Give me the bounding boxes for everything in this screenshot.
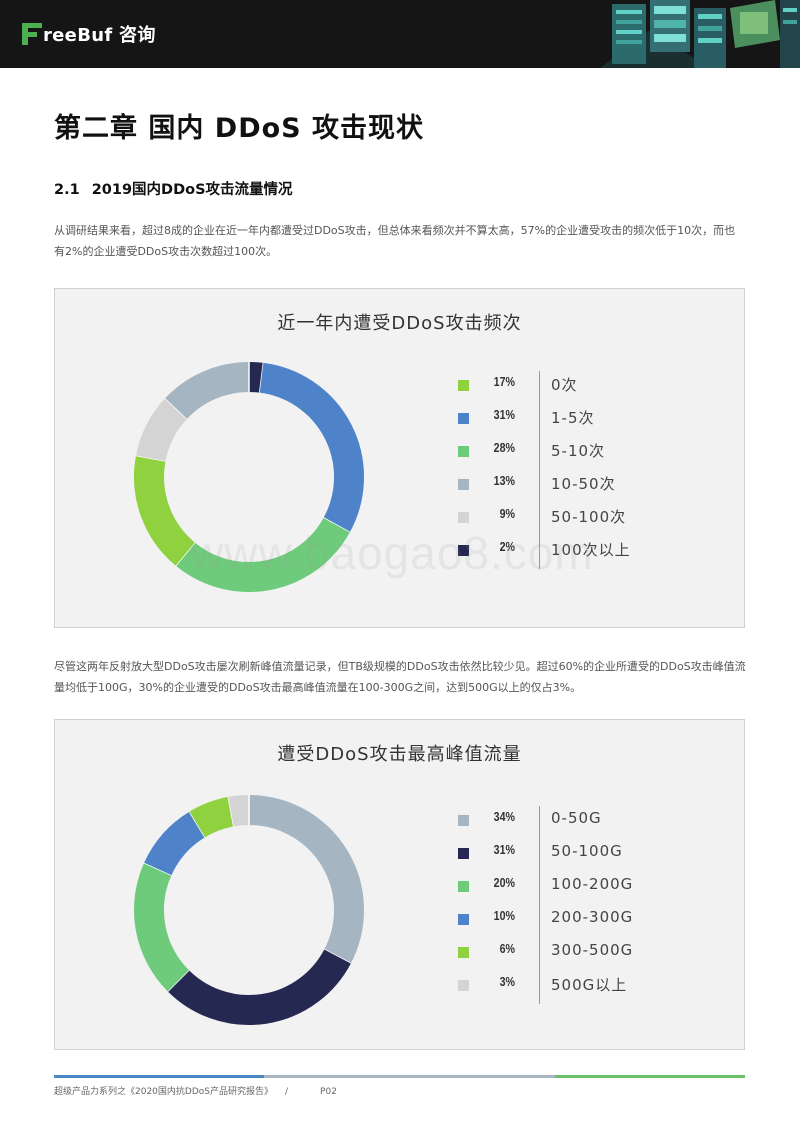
slice-separator [227, 796, 235, 827]
legend-label: 200-300G [551, 908, 634, 926]
donut-slice-3 [165, 362, 250, 420]
legend-percent: 9% [499, 506, 515, 521]
legend-label: 50-100G [551, 842, 623, 860]
chart-title: 遭受DDoS攻击最高峰值流量 [277, 744, 522, 765]
legend-item: 13% 10-50次 [455, 470, 685, 503]
slice-separator [323, 948, 352, 965]
legend-swatch [458, 980, 469, 991]
legend-item: 31% 50-100G [455, 839, 685, 872]
chart-legend: 17% 0次 31% 1-5次 28% 5-10次 13% 10-50次 9% 50-100次 2%… [455, 371, 685, 569]
peak-traffic-paragraph: 尽管这两年反射放大型DDoS攻击屡次刷新峰值流量记录，但TB级规模的DDoS攻击… [54, 660, 746, 694]
legend-percent: 2% [499, 539, 515, 554]
slice-separator [164, 397, 188, 420]
legend-label: 100次以上 [551, 541, 631, 559]
header-bar: reeBuf 咨询 [0, 0, 800, 68]
legend-label: 10-50次 [551, 475, 616, 493]
legend-item: 3% 500G以上 [455, 971, 685, 1004]
legend-divider [539, 806, 540, 1004]
legend-item: 28% 5-10次 [455, 437, 685, 470]
donut-chart [134, 362, 364, 592]
legend-item: 20% 100-200G [455, 872, 685, 905]
legend-percent: 10% [493, 908, 515, 923]
legend-swatch [458, 947, 469, 958]
watermark: www.baogao8.com [190, 527, 594, 579]
legend-item: 31% 1-5次 [455, 404, 685, 437]
legend-item: 34% 0-50G [455, 806, 685, 839]
freebuf-logo[interactable]: reeBuf 咨询 [22, 21, 156, 47]
donut-slice-4 [189, 796, 235, 838]
donut-slice-3 [144, 811, 206, 876]
legend-label: 500G以上 [551, 976, 628, 994]
legend-item: 9% 50-100次 [455, 503, 685, 536]
legend-label: 0-50G [551, 809, 602, 827]
attack-frequency-chart: 近一年内遭受DDoS攻击频次 17% 0次 31% 1-5次 28% 5-10次 13% 10… [54, 288, 745, 628]
chart-title: 近一年内遭受DDoS攻击频次 [277, 313, 522, 334]
donut-slice-4 [136, 398, 188, 462]
section-title-text: 2019国内DDoS攻击流量情况 [91, 182, 293, 198]
intro-paragraph: 从调研结果来看，超过8成的企业在近一年内都遭受过DDoS攻击，但总体来看频次并不… [54, 224, 736, 258]
footer-separator: / [285, 1087, 289, 1097]
legend-swatch [458, 848, 469, 859]
legend-label: 0次 [551, 376, 578, 394]
donut-slice-1 [259, 362, 364, 533]
donut-slice-5 [248, 362, 264, 393]
legend-label: 5-10次 [551, 442, 606, 460]
chart-legend: 34% 0-50G 31% 50-100G 20% 100-200G 10% 200-300G… [455, 806, 685, 1004]
page-title: 第二章 国内 DDoS 攻击现状 [54, 113, 425, 144]
legend-label: 50-100次 [551, 508, 627, 526]
legend-item: 2% 100次以上 [455, 536, 685, 569]
legend-item: 17% 0次 [455, 371, 685, 404]
donut-slice-0 [134, 455, 196, 566]
legend-percent: 31% [493, 407, 515, 422]
legend-label: 300-500G [551, 941, 634, 959]
legend-percent: 3% [499, 974, 515, 989]
legend-divider [539, 371, 540, 569]
legend-swatch [458, 479, 469, 490]
peak-traffic-chart: 遭受DDoS攻击最高峰值流量 34% 0-50G 31% 50-100G 20% 100-… [54, 719, 745, 1050]
legend-swatch [458, 815, 469, 826]
donut-slice-0 [248, 795, 364, 964]
page-number: P02 [320, 1087, 337, 1097]
legend-percent: 34% [493, 809, 515, 824]
logo-f-icon [22, 23, 42, 45]
logo-text: reeBuf 咨询 [43, 25, 156, 46]
section-heading: 2.1 2019国内DDoS攻击流量情况 [54, 178, 293, 199]
legend-percent: 28% [493, 440, 515, 455]
legend-percent: 6% [499, 941, 515, 956]
section-number: 2.1 [54, 182, 80, 198]
legend-swatch [458, 914, 469, 925]
donut-slice-5 [228, 795, 250, 827]
legend-swatch [458, 881, 469, 892]
donut-chart [134, 795, 364, 1025]
legend-percent: 17% [493, 374, 515, 389]
footer: 超级产品力系列之《2020国内抗DDoS产品研究报告》 / P02 [54, 1084, 337, 1097]
slice-separator [143, 862, 172, 876]
legend-percent: 20% [493, 875, 515, 890]
footer-report-title: 超级产品力系列之《2020国内抗DDoS产品研究报告》 [54, 1087, 273, 1097]
legend-percent: 13% [493, 473, 515, 488]
donut-slice-2 [175, 517, 350, 592]
legend-swatch [458, 446, 469, 457]
legend-swatch [458, 545, 469, 556]
legend-swatch [458, 512, 469, 523]
legend-swatch [458, 380, 469, 391]
legend-label: 1-5次 [551, 409, 595, 427]
donut-slice-1 [167, 949, 351, 1025]
legend-item: 6% 300-500G [455, 938, 685, 971]
legend-percent: 31% [493, 842, 515, 857]
footer-divider [54, 1075, 745, 1078]
legend-label: 100-200G [551, 875, 634, 893]
slice-separator [167, 969, 190, 992]
server-illustration-icon [590, 0, 800, 68]
legend-swatch [458, 413, 469, 424]
donut-slice-2 [134, 862, 190, 992]
slice-separator [323, 517, 351, 534]
legend-item: 10% 200-300G [455, 905, 685, 938]
